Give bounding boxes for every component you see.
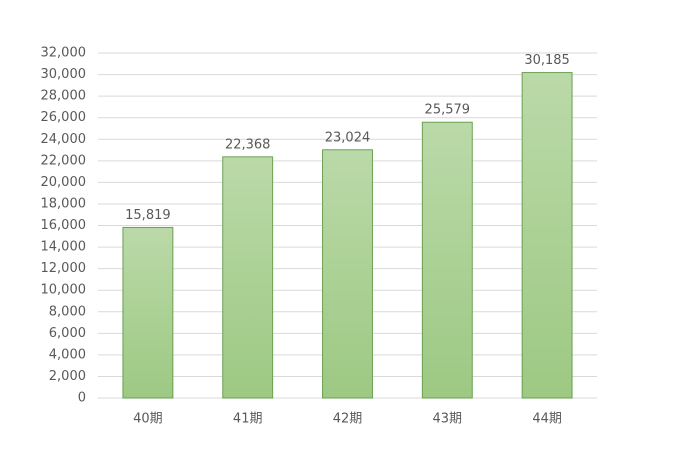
y-tick-label: 20,000 [41,175,87,190]
x-tick-label: 42期 [333,412,363,427]
data-label: 30,185 [524,53,570,68]
bar [222,156,274,399]
bar [421,121,473,399]
x-tick-label: 43期 [433,412,463,427]
y-tick-label: 14,000 [41,240,87,255]
y-tick-label: 18,000 [41,196,87,211]
bar [122,226,174,399]
bar [322,149,373,399]
y-tick-label: 16,000 [41,218,87,233]
bar [521,72,573,399]
y-tick-label: 4,000 [49,347,86,362]
y-tick-label: 24,000 [41,132,87,147]
x-tick-label: 40期 [133,412,163,427]
y-tick-label: 0 [78,391,86,406]
y-tick-label: 32,000 [41,46,87,61]
x-tick-label: 44期 [532,412,562,427]
y-tick-label: 6,000 [49,326,86,341]
y-tick-label: 12,000 [41,261,87,276]
y-tick-label: 22,000 [41,153,87,168]
y-tick-label: 2,000 [49,369,86,384]
y-tick-label: 10,000 [41,283,87,298]
data-label: 22,368 [225,137,271,152]
y-tick-label: 28,000 [41,89,87,104]
data-label: 23,024 [325,130,371,145]
data-label: 25,579 [425,103,471,118]
y-tick-label: 8,000 [49,304,86,319]
data-label: 15,819 [125,208,171,223]
x-tick-label: 41期 [233,412,263,427]
y-tick-label: 30,000 [41,67,87,82]
y-tick-label: 26,000 [41,110,87,125]
